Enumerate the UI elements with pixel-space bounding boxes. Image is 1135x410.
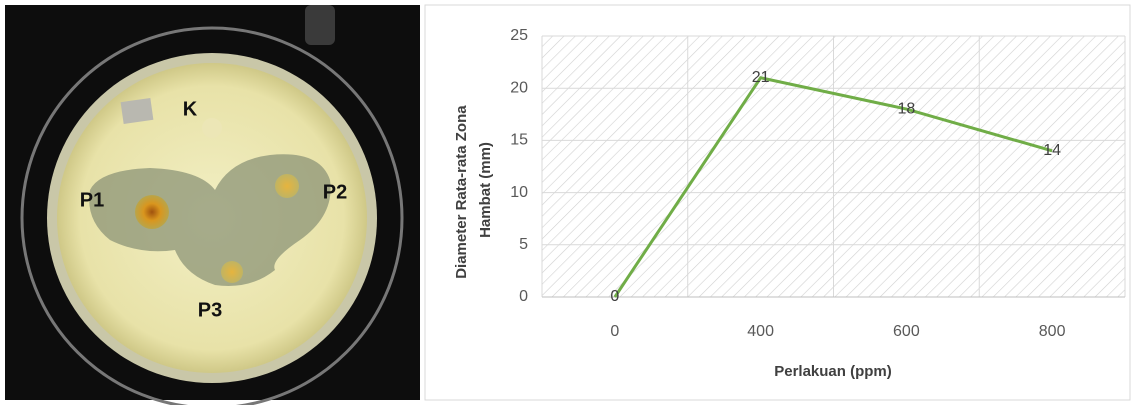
data-label: 0 [610,288,619,305]
photo-label: P3 [198,299,222,321]
page: K P1 P2 P3 Diameter Rata-rata Zona Hamba… [0,0,1135,410]
x-tick-label: 800 [1039,323,1066,340]
colony-k [202,118,222,138]
photo: K P1 P2 P3 [5,5,420,405]
x-tick-label: 600 [893,323,920,340]
photo-label: K [183,98,198,120]
data-label: 21 [752,69,770,86]
y-axis-title-line: Hambat (mm) [477,142,494,238]
y-tick-label: 0 [519,288,528,305]
x-tick-label: 400 [747,323,774,340]
photo-sticker [121,98,154,124]
colony-p3 [221,261,243,283]
y-tick-label: 25 [510,27,528,44]
photo-label: P2 [323,181,347,203]
y-tick-label: 10 [510,184,528,201]
photo-object [305,5,335,45]
data-label: 14 [1043,142,1061,159]
figure: K P1 P2 P3 Diameter Rata-rata Zona Hamba… [0,0,1135,405]
data-label: 18 [897,100,915,117]
y-tick-label: 5 [519,236,528,253]
y-tick-label: 20 [510,79,528,96]
y-tick-label: 15 [510,132,528,149]
colony-p2 [275,174,299,198]
colony-p1 [135,195,169,229]
photo-label: P1 [80,189,104,211]
y-axis-title-line: Diameter Rata-rata Zona [453,105,470,279]
x-axis-title: Perlakuan (ppm) [774,363,892,380]
x-tick-label: 0 [610,323,619,340]
